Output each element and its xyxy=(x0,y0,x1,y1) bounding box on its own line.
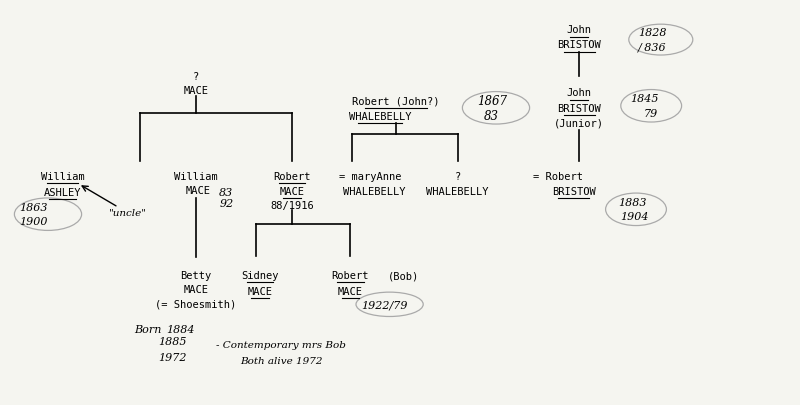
Text: "uncle": "uncle" xyxy=(109,208,147,217)
Text: 1883: 1883 xyxy=(618,198,646,207)
Text: 1972: 1972 xyxy=(158,352,186,362)
Text: John: John xyxy=(566,26,592,35)
Text: WHALEBELLY: WHALEBELLY xyxy=(343,187,406,196)
Text: (= Shoesmith): (= Shoesmith) xyxy=(155,299,237,309)
Text: MACE: MACE xyxy=(247,286,273,296)
Text: = maryAnne: = maryAnne xyxy=(339,171,402,181)
Text: ASHLEY: ASHLEY xyxy=(44,188,81,197)
Text: Betty: Betty xyxy=(180,271,212,280)
Text: BRISTOW: BRISTOW xyxy=(558,104,601,113)
Text: 83: 83 xyxy=(484,110,498,123)
Text: (Bob): (Bob) xyxy=(387,271,419,280)
Text: 1884: 1884 xyxy=(166,324,194,334)
Text: ?: ? xyxy=(193,72,199,82)
Text: Both alive 1972: Both alive 1972 xyxy=(240,356,322,365)
Text: 83: 83 xyxy=(219,188,234,197)
Text: MACE: MACE xyxy=(338,286,363,296)
Text: William: William xyxy=(41,171,84,181)
Text: Robert (John?): Robert (John?) xyxy=(352,96,440,106)
Text: Born: Born xyxy=(134,324,162,334)
Text: WHALEBELLY: WHALEBELLY xyxy=(426,187,489,196)
Text: Robert: Robert xyxy=(274,171,310,181)
Text: 88/1916: 88/1916 xyxy=(270,201,314,211)
Text: Sidney: Sidney xyxy=(242,271,278,280)
Text: BRISTOW: BRISTOW xyxy=(552,187,595,196)
Text: - Contemporary mrs Bob: - Contemporary mrs Bob xyxy=(216,341,346,350)
Text: Robert: Robert xyxy=(332,271,369,280)
Text: WHALEBELLY: WHALEBELLY xyxy=(349,112,411,122)
Text: MACE: MACE xyxy=(279,187,305,196)
Text: 79: 79 xyxy=(643,109,658,118)
Text: 1885: 1885 xyxy=(158,336,186,346)
Text: 1863: 1863 xyxy=(19,202,48,212)
Text: 1828: 1828 xyxy=(638,28,666,38)
Text: 1900: 1900 xyxy=(19,217,48,226)
Text: 92: 92 xyxy=(219,198,234,208)
Text: = Robert: = Robert xyxy=(533,171,582,181)
Text: 1904: 1904 xyxy=(620,212,649,222)
Text: BRISTOW: BRISTOW xyxy=(558,40,601,50)
Text: MACE: MACE xyxy=(183,285,209,294)
Text: MACE: MACE xyxy=(183,86,209,96)
Text: John: John xyxy=(566,88,592,98)
Text: 1867: 1867 xyxy=(477,95,507,108)
Text: William: William xyxy=(174,171,218,181)
Text: ?: ? xyxy=(454,171,461,181)
Text: 1922/79: 1922/79 xyxy=(361,300,407,309)
Text: MACE: MACE xyxy=(186,185,210,195)
Text: 1845: 1845 xyxy=(630,94,659,104)
Text: (Junior): (Junior) xyxy=(554,119,604,128)
Text: / 836: / 836 xyxy=(638,43,666,52)
